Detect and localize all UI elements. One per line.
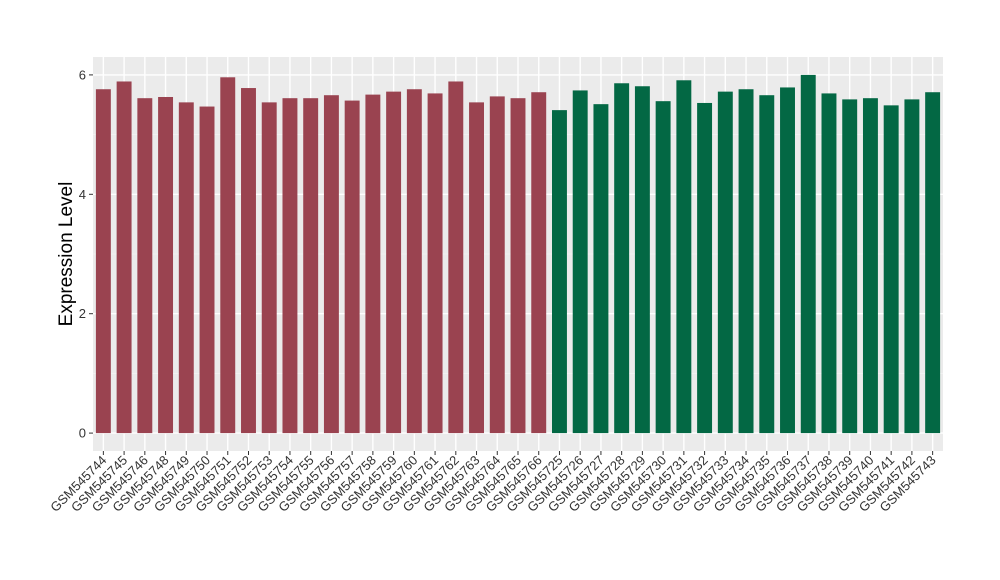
y-axis: 0 2 4 6 bbox=[79, 67, 93, 441]
y-tick-label: 2 bbox=[79, 306, 86, 321]
y-axis-label: Expression Level bbox=[56, 182, 77, 327]
bar-GSM545731 bbox=[676, 80, 692, 434]
bar-GSM545753 bbox=[261, 102, 277, 434]
bar-GSM545740 bbox=[862, 98, 878, 434]
y-tick-label: 4 bbox=[79, 187, 86, 202]
bar-GSM545739 bbox=[842, 99, 858, 434]
bar-GSM545745 bbox=[116, 81, 132, 434]
y-tick-label: 6 bbox=[79, 67, 86, 82]
bar-GSM545725 bbox=[552, 110, 567, 434]
bar-GSM545762 bbox=[448, 81, 464, 434]
bar-GSM545746 bbox=[137, 98, 153, 434]
bar-GSM545742 bbox=[904, 99, 920, 434]
bar-GSM545755 bbox=[303, 98, 319, 434]
bar-GSM545766 bbox=[531, 92, 547, 434]
bar-GSM545741 bbox=[883, 105, 899, 434]
bar-GSM545738 bbox=[821, 93, 837, 434]
bar-GSM545763 bbox=[469, 102, 484, 434]
x-axis: GSM545744GSM545745GSM545746GSM545748GSM5… bbox=[47, 451, 939, 515]
bar-GSM545749 bbox=[178, 102, 194, 434]
bar-GSM545748 bbox=[158, 96, 174, 434]
bar-GSM545759 bbox=[386, 91, 402, 434]
bar-GSM545757 bbox=[344, 100, 360, 434]
bar-GSM545758 bbox=[365, 94, 381, 434]
bar-GSM545743 bbox=[925, 92, 941, 434]
bar-GSM545736 bbox=[780, 87, 795, 434]
bar-GSM545764 bbox=[489, 96, 505, 434]
bar-GSM545765 bbox=[510, 98, 526, 434]
bar-GSM545750 bbox=[199, 106, 215, 434]
bar-GSM545729 bbox=[634, 86, 650, 434]
bar-GSM545751 bbox=[220, 77, 236, 434]
bar-GSM545728 bbox=[614, 83, 630, 434]
bar-GSM545726 bbox=[572, 90, 588, 434]
bar-GSM545733 bbox=[717, 91, 733, 434]
bar-GSM545756 bbox=[323, 95, 339, 434]
bar-GSM545760 bbox=[406, 89, 422, 434]
bar-GSM545761 bbox=[427, 93, 443, 434]
bars bbox=[95, 74, 941, 434]
bar-GSM545734 bbox=[738, 89, 754, 434]
bar-GSM545737 bbox=[800, 74, 816, 434]
bar-GSM545752 bbox=[241, 88, 256, 434]
bar-GSM545727 bbox=[593, 104, 609, 434]
y-tick-label: 0 bbox=[79, 426, 86, 441]
bar-GSM545735 bbox=[759, 95, 775, 434]
bar-GSM545730 bbox=[655, 101, 671, 434]
bar-GSM545732 bbox=[697, 102, 713, 434]
bar-GSM545754 bbox=[282, 98, 298, 434]
bar-GSM545744 bbox=[95, 89, 111, 434]
